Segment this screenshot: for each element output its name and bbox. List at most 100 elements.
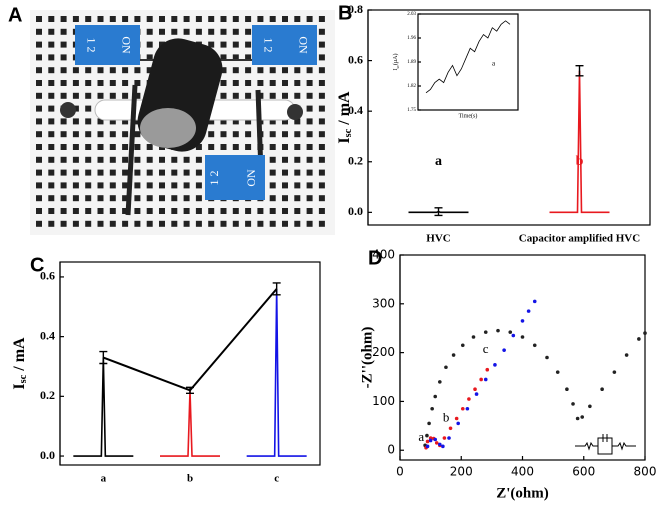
hole [122, 80, 129, 86]
hole [48, 169, 55, 176]
hole [318, 16, 325, 22]
hole [122, 156, 129, 163]
hole [294, 92, 301, 99]
label-unit: / mA [336, 91, 353, 129]
data-point [508, 330, 513, 334]
hole [159, 156, 165, 163]
hole [97, 156, 104, 163]
annotation: a [435, 154, 442, 169]
y-tick-label: 0.0 [348, 204, 363, 218]
hole [318, 208, 325, 214]
hole [195, 169, 202, 176]
hole [318, 169, 325, 176]
hole [85, 92, 92, 99]
label-unit: (μA) [392, 54, 399, 66]
hole [171, 182, 178, 189]
hole [269, 182, 276, 189]
data-point [434, 441, 439, 445]
hole [72, 131, 79, 138]
hole [269, 80, 276, 86]
hole [72, 195, 79, 202]
hole [269, 156, 276, 163]
hole [97, 182, 104, 189]
hole [109, 156, 116, 163]
hole [134, 16, 141, 22]
data-point [485, 367, 490, 372]
hole [318, 54, 325, 61]
spike [160, 390, 220, 457]
hole [257, 67, 264, 74]
hole [122, 16, 129, 22]
hole [36, 16, 42, 22]
hole [183, 220, 190, 227]
hole [220, 80, 227, 86]
hole [134, 182, 141, 189]
plot-frame [59, 261, 321, 466]
hole [48, 92, 55, 99]
data-point [430, 406, 434, 411]
hole [318, 80, 325, 86]
hole [72, 182, 79, 189]
hole [85, 80, 92, 86]
hole [245, 28, 252, 35]
inset-frame [417, 13, 519, 111]
hole [282, 144, 288, 150]
hole [48, 144, 55, 150]
y-tick-label: 0.4 [40, 328, 55, 342]
hole [48, 67, 55, 74]
hole [282, 156, 288, 163]
hole [306, 131, 313, 138]
hole [85, 182, 92, 189]
hole [282, 195, 288, 202]
x-axis-label: Z'(ohm) [496, 485, 549, 501]
hole [245, 67, 252, 74]
data-point [448, 426, 453, 431]
hole [306, 182, 313, 189]
hole [220, 220, 227, 227]
inset-x-label: Time(s) [459, 112, 478, 119]
x-tick-label: 600 [572, 465, 595, 479]
hole [318, 105, 325, 112]
inset-y-tick-label: 2.03 [407, 12, 416, 17]
hole [85, 208, 92, 214]
hole [146, 169, 153, 176]
y-tick-label: 0 [387, 443, 395, 457]
hole [72, 169, 79, 176]
hole [60, 92, 67, 99]
hole [109, 16, 116, 22]
hole [282, 80, 288, 86]
hole [85, 67, 92, 74]
hole [232, 118, 239, 125]
hole [245, 208, 252, 214]
hole [72, 208, 79, 214]
data-point [532, 299, 537, 304]
hole [146, 156, 153, 163]
hole [195, 195, 202, 202]
hole [245, 41, 252, 48]
hole [122, 195, 129, 202]
hole [159, 16, 165, 22]
hole [208, 220, 215, 227]
hole [48, 118, 55, 125]
hole [159, 195, 165, 202]
data-point [502, 348, 506, 352]
hole [306, 144, 313, 150]
hole [269, 169, 276, 176]
hole [36, 67, 42, 74]
data-point [571, 402, 575, 406]
data-point [451, 353, 456, 357]
data-point [471, 335, 476, 339]
data-point [467, 397, 471, 401]
hole [97, 208, 104, 214]
hole [294, 16, 301, 22]
hole [48, 80, 55, 86]
x-tick-label: Capacitor amplified HVC [519, 233, 640, 245]
data-point [493, 363, 497, 367]
hole [306, 118, 313, 125]
data-point [444, 365, 448, 370]
inset-line [425, 20, 511, 94]
hole [48, 131, 55, 138]
hole [232, 16, 239, 22]
annotation: b [576, 154, 584, 169]
